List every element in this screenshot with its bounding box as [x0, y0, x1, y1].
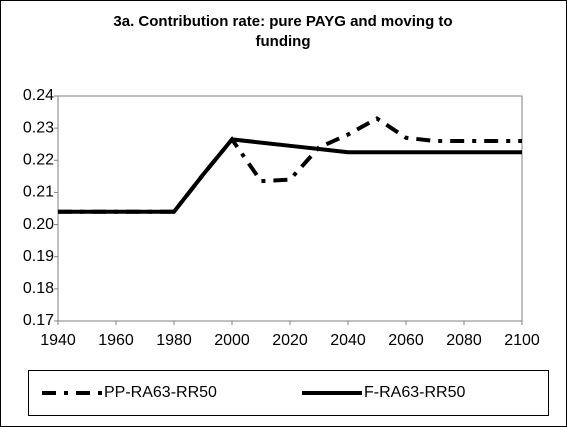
title-box: 3a. Contribution rate: pure PAYG and mov… — [113, 13, 453, 50]
y-tick-label: 0.18 — [23, 280, 54, 297]
legend-label: PP-RA63-RR50 — [104, 384, 217, 401]
y-tick-label: 0.22 — [23, 152, 54, 169]
x-tick-label: 2060 — [388, 332, 424, 349]
y-tick-label: 0.23 — [23, 119, 54, 136]
y-tick-label: 0.20 — [23, 216, 54, 233]
y-tick-label: 0.21 — [23, 184, 54, 201]
legend-box — [28, 370, 549, 416]
y-tick-label: 0.19 — [23, 248, 54, 265]
x-tick-label: 2020 — [272, 332, 308, 349]
chart-title: 3a. Contribution rate: pure PAYG and mov… — [113, 13, 453, 50]
legend-label: F-RA63-RR50 — [364, 384, 465, 401]
series-line — [58, 116, 522, 214]
x-tick-label: 2100 — [504, 332, 540, 349]
x-tick-label: 1960 — [98, 332, 134, 349]
x-tick-label: 1940 — [40, 332, 76, 349]
x-tick-label: 1980 — [156, 332, 192, 349]
x-tick-label: 2000 — [214, 332, 250, 349]
x-tick-label: 2080 — [446, 332, 482, 349]
y-tick-label: 0.24 — [23, 87, 54, 104]
y-tick-label: 0.17 — [23, 312, 54, 329]
x-tick-label: 2040 — [330, 332, 366, 349]
